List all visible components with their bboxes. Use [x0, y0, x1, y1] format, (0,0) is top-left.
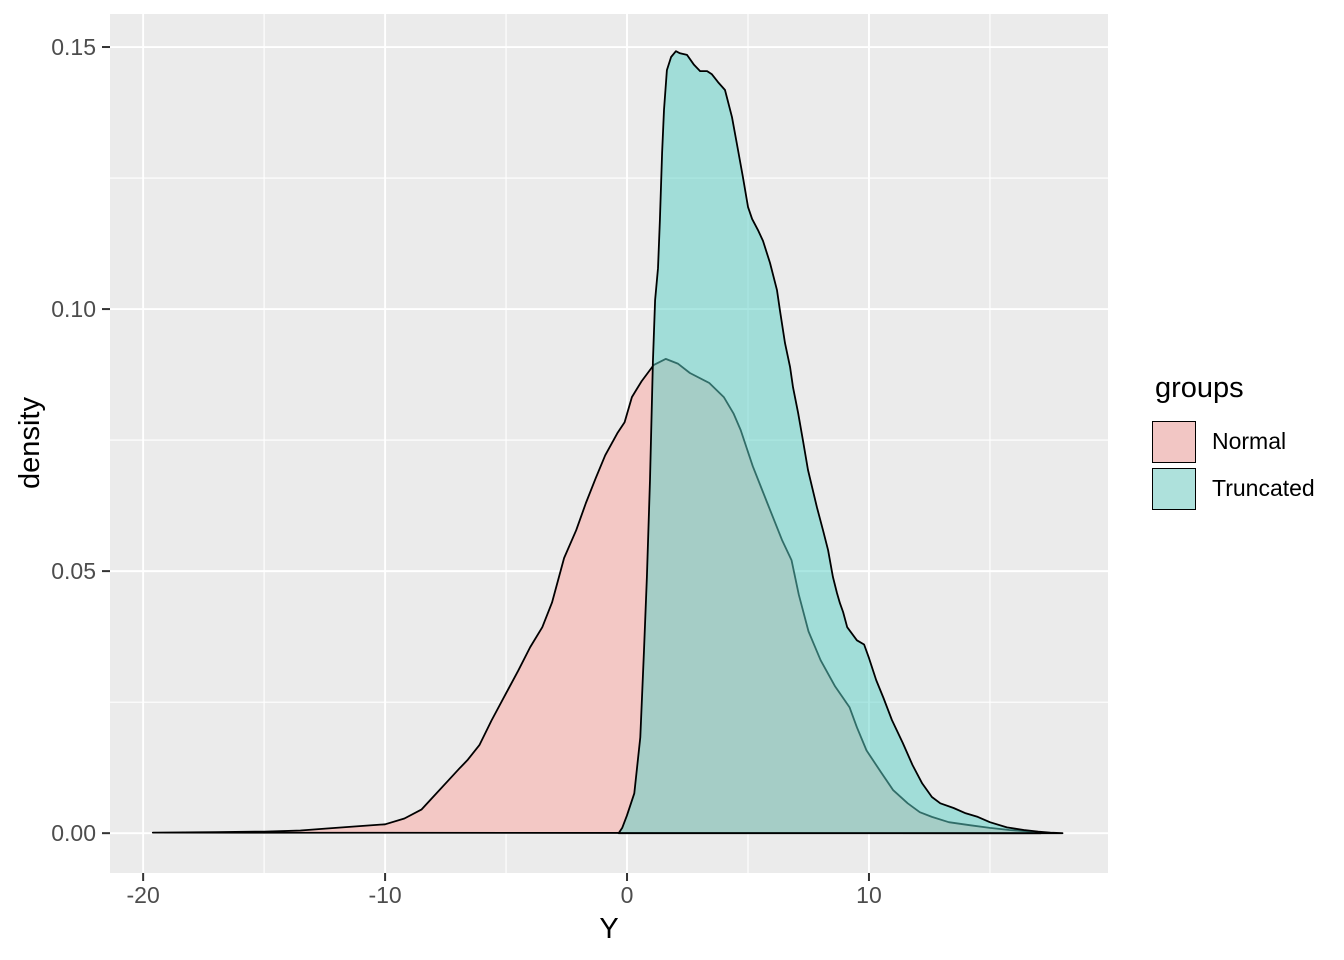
legend-item-truncated: Truncated: [1152, 467, 1315, 510]
legend-title: groups: [1155, 372, 1244, 404]
legend-label-normal: Normal: [1212, 428, 1287, 454]
y-tick-label: 0.10: [51, 296, 96, 323]
y-tick-label: 0.05: [51, 558, 96, 585]
y-axis-title: density: [14, 397, 46, 489]
x-tick-label: 0: [620, 882, 634, 908]
y-tick-label: 0.15: [51, 34, 96, 61]
legend-item-normal: Normal: [1152, 420, 1315, 463]
y-tick-label: 0.00: [51, 820, 96, 847]
x-tick-label: -20: [126, 882, 160, 908]
legend-swatch-normal-icon: [1152, 420, 1196, 463]
x-tick-label: -10: [368, 882, 402, 908]
legend-label-truncated: Truncated: [1212, 475, 1315, 501]
x-axis-title: Y: [599, 913, 619, 945]
legend-swatch-truncated-icon: [1152, 467, 1196, 510]
legend: groups Normal Truncated: [1152, 372, 1315, 514]
density-area-truncated: [617, 50, 1064, 835]
x-tick-label: 10: [856, 882, 882, 908]
